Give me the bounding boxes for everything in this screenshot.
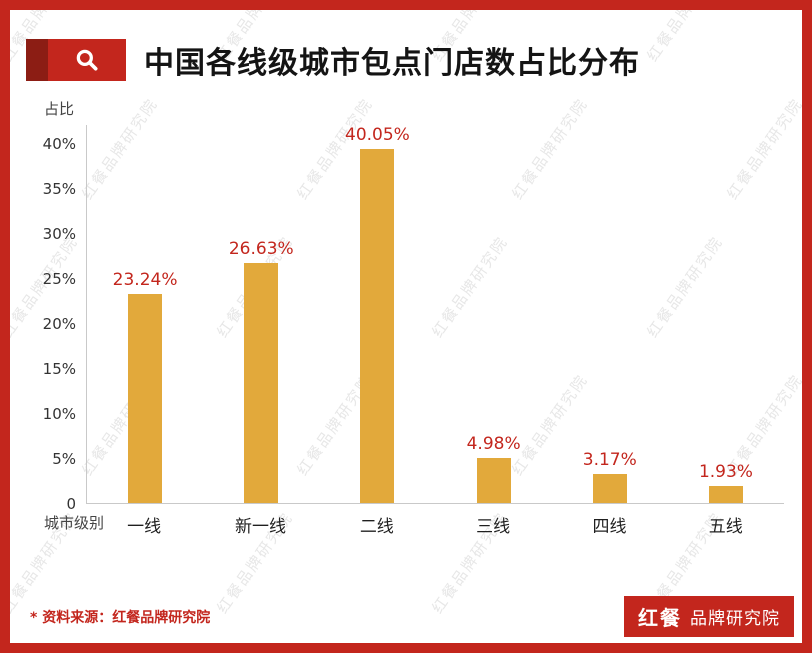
data-source-note: * 资料来源：红餐品牌研究院 (30, 610, 211, 626)
bar (592, 474, 627, 503)
x-axis-label: 五线 (708, 517, 743, 537)
y-axis-tick: 5% (52, 450, 76, 468)
bar-value-label: 1.93% (698, 461, 753, 482)
x-axis-title: 城市级别 (44, 514, 105, 532)
page-title: 中国各线级城市包点门店数占比分布 (144, 46, 640, 81)
title-badge-dark-strip (26, 39, 48, 81)
brand-logo-secondary: 品牌研究院 (690, 609, 780, 629)
bar (708, 485, 743, 503)
brand-logo-badge: 红餐 品牌研究院 (624, 596, 794, 637)
bar (128, 293, 163, 503)
bar (360, 149, 395, 503)
bar-group: 3.17% (552, 125, 668, 503)
bar-group: 1.93% (668, 125, 784, 503)
bar-value-label: 3.17% (582, 450, 637, 471)
bar (244, 263, 279, 503)
x-axis-row: 城市级别 一线 新一线 二线 三线 四线 五线 (30, 504, 784, 538)
bar-group: 4.98% (436, 125, 552, 503)
x-axis-labels: 一线 新一线 二线 三线 四线 五线 (86, 504, 784, 537)
x-axis-label: 三线 (476, 517, 511, 537)
y-axis-tick: 25% (42, 270, 76, 288)
y-axis-title: 占比 (44, 100, 75, 118)
bar-value-label: 23.24% (112, 269, 178, 290)
bar-value-label: 40.05% (345, 125, 410, 145)
plot-area: 23.24% 26.63% 40.05% 4.98% 3.17% 1.93% (86, 125, 784, 504)
y-axis: 0 5% 10% 15% 20% 25% 30% 35% 40% (30, 126, 86, 513)
y-axis-tick: 15% (42, 360, 76, 378)
title-badge (26, 39, 126, 81)
x-axis-label: 新一线 (234, 517, 286, 537)
bar-group: 40.05% (319, 125, 435, 503)
bar-value-label: 4.98% (466, 434, 521, 455)
y-axis-tick: 30% (42, 225, 76, 243)
bar-value-label: 26.63% (228, 239, 294, 260)
x-axis-label: 一线 (127, 517, 162, 537)
y-axis-tick: 10% (42, 405, 76, 423)
x-axis-label: 四线 (592, 517, 627, 537)
bar-group: 26.63% (203, 125, 319, 503)
y-axis-tick: 0 (66, 495, 76, 513)
y-axis-tick: 40% (42, 135, 76, 153)
magnifier-icon (48, 39, 126, 81)
brand-logo-primary: 红餐 (638, 606, 682, 630)
x-axis-label: 二线 (359, 517, 394, 537)
bar (476, 458, 511, 503)
header: 中国各线级城市包点门店数占比分布 (26, 38, 802, 82)
y-axis-tick: 20% (42, 315, 76, 333)
bar-group: 23.24% (87, 125, 203, 503)
y-axis-tick: 35% (42, 180, 76, 198)
bar-chart: 0 5% 10% 15% 20% 25% 30% 35% 40% 23.24% 26.63% 40.… (30, 125, 784, 513)
